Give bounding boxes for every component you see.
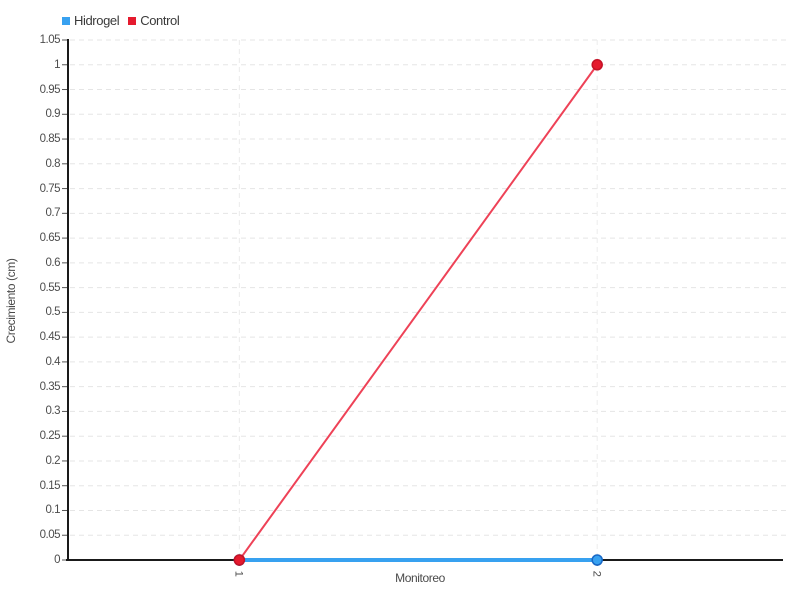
y-tick-label: 0.7 (45, 207, 61, 220)
data-point-hidrogel-2[interactable] (591, 554, 603, 566)
y-tick-label: 0.4 (45, 355, 61, 368)
y-tick-label: 0.75 (39, 182, 61, 195)
y-tick-label: 0.65 (39, 232, 61, 245)
legend-label: Control (140, 13, 180, 28)
data-point-control-2[interactable] (591, 59, 603, 71)
y-tick-label: 0.1 (45, 504, 61, 517)
legend-label: Hidrogel (74, 13, 120, 28)
y-tick-label: 0.05 (39, 529, 61, 542)
data-point-control-1[interactable] (233, 554, 246, 566)
y-tick-label: 1.05 (39, 34, 61, 46)
legend-swatch-icon (128, 16, 137, 25)
y-tick-label: 0.35 (39, 380, 61, 393)
x-tick-label: 1 (232, 570, 245, 577)
y-tick-label: 0.5 (45, 306, 61, 319)
legend-item-control[interactable]: Control (128, 13, 180, 28)
y-tick-label: 0.45 (39, 331, 61, 344)
x-tick-label: 2 (590, 570, 603, 577)
chart-legend: Hidrogel Control (62, 13, 180, 28)
y-tick-label: 0.95 (39, 83, 61, 96)
y-tick-label: 0.6 (45, 256, 61, 269)
y-tick-label: 0.85 (39, 133, 61, 146)
y-tick-label: 0.9 (45, 108, 61, 121)
y-tick-label: 0.3 (45, 405, 61, 418)
x-axis-title: Monitoreo (395, 571, 445, 585)
y-tick-label: 0.15 (39, 479, 61, 492)
y-tick-label: 0.8 (45, 157, 61, 170)
y-tick-label: 0.55 (39, 281, 61, 294)
y-tick-label: 1 (54, 58, 60, 71)
y-tick-label: 0 (54, 554, 60, 566)
series-line-control (238, 63, 599, 561)
legend-item-hidrogel[interactable]: Hidrogel (62, 13, 120, 28)
y-tick-label: 0.2 (45, 454, 61, 467)
y-tick-label: 0.25 (39, 430, 61, 443)
legend-swatch-icon (62, 16, 70, 25)
